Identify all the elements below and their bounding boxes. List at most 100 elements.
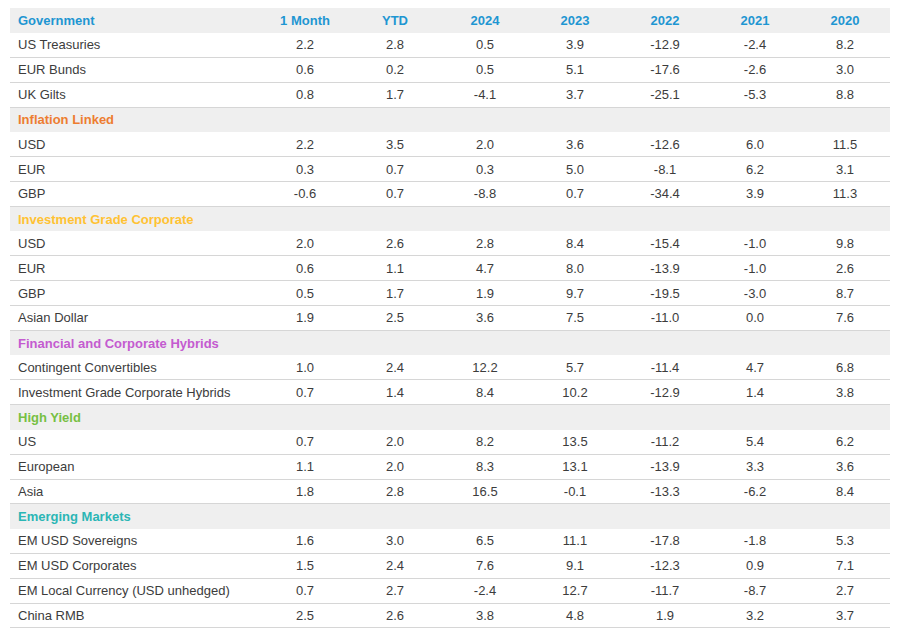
value-cell: -11.4 [620, 355, 710, 380]
section-band-row: Inflation Linked [10, 107, 890, 132]
value-cell: 3.1 [800, 157, 890, 182]
row-label: EUR Bunds [10, 58, 260, 83]
value-cell: 1.9 [260, 306, 350, 331]
value-cell: -13.9 [620, 454, 710, 479]
value-cell: 12.7 [530, 578, 620, 603]
column-header-2024: 2024 [440, 8, 530, 33]
row-label: European [10, 454, 260, 479]
value-cell: 4.7 [440, 256, 530, 281]
value-cell: 2.6 [350, 603, 440, 628]
value-cell: 3.0 [800, 58, 890, 83]
value-cell: 0.7 [530, 182, 620, 207]
row-label: EM USD Corporates [10, 554, 260, 579]
value-cell: 9.8 [800, 231, 890, 256]
value-cell: 1.7 [350, 281, 440, 306]
section-band-row: Financial and Corporate Hybrids [10, 330, 890, 355]
fixed-income-returns-table: Government 1 Month YTD 2024 2023 2022 20… [10, 8, 890, 628]
value-cell: -5.3 [710, 82, 800, 107]
value-cell: 8.8 [800, 82, 890, 107]
value-cell: 2.0 [350, 430, 440, 455]
value-cell: 1.8 [260, 479, 350, 504]
fixed-income-returns-report: Government 1 Month YTD 2024 2023 2022 20… [0, 0, 900, 628]
value-cell: 6.5 [440, 529, 530, 554]
value-cell: 3.7 [800, 603, 890, 628]
value-cell: -11.2 [620, 430, 710, 455]
table-row: EM USD Sovereigns1.63.06.511.1-17.8-1.85… [10, 529, 890, 554]
value-cell: 2.7 [800, 578, 890, 603]
value-cell: 3.8 [440, 603, 530, 628]
value-cell: -17.6 [620, 58, 710, 83]
table-row: US Treasuries2.22.80.53.9-12.9-2.48.2 [10, 33, 890, 58]
value-cell: 11.1 [530, 529, 620, 554]
value-cell: -8.7 [710, 578, 800, 603]
table-row: Contingent Convertibles1.02.412.25.7-11.… [10, 355, 890, 380]
row-label: USD [10, 132, 260, 157]
value-cell: 0.5 [260, 281, 350, 306]
value-cell: -19.5 [620, 281, 710, 306]
table-row: Asian Dollar1.92.53.67.5-11.00.07.6 [10, 306, 890, 331]
value-cell: -12.3 [620, 554, 710, 579]
row-label: Contingent Convertibles [10, 355, 260, 380]
table-row: EM Local Currency (USD unhedged)0.72.7-2… [10, 578, 890, 603]
value-cell: 0.8 [260, 82, 350, 107]
value-cell: 2.5 [260, 603, 350, 628]
value-cell: 3.7 [530, 82, 620, 107]
value-cell: 6.2 [800, 430, 890, 455]
value-cell: 7.6 [440, 554, 530, 579]
value-cell: 4.7 [710, 355, 800, 380]
value-cell: 16.5 [440, 479, 530, 504]
table-row: UK Gilts0.81.7-4.13.7-25.1-5.38.8 [10, 82, 890, 107]
value-cell: 2.4 [350, 355, 440, 380]
value-cell: 0.5 [440, 58, 530, 83]
row-label: UK Gilts [10, 82, 260, 107]
value-cell: 2.8 [440, 231, 530, 256]
value-cell: 8.4 [530, 231, 620, 256]
table-body: US Treasuries2.22.80.53.9-12.9-2.48.2EUR… [10, 33, 890, 628]
value-cell: -11.0 [620, 306, 710, 331]
value-cell: 1.7 [350, 82, 440, 107]
table-row: European1.12.08.313.1-13.93.33.6 [10, 454, 890, 479]
row-label: US [10, 430, 260, 455]
column-header-2022: 2022 [620, 8, 710, 33]
value-cell: 1.9 [440, 281, 530, 306]
value-cell: 5.0 [530, 157, 620, 182]
column-header-2020: 2020 [800, 8, 890, 33]
table-row: EUR0.30.70.35.0-8.16.23.1 [10, 157, 890, 182]
value-cell: 8.4 [800, 479, 890, 504]
column-header-2023: 2023 [530, 8, 620, 33]
value-cell: 2.0 [350, 454, 440, 479]
value-cell: 7.5 [530, 306, 620, 331]
value-cell: 10.2 [530, 380, 620, 405]
value-cell: 7.1 [800, 554, 890, 579]
value-cell: 2.0 [260, 231, 350, 256]
table-row: Asia1.82.816.5-0.1-13.3-6.28.4 [10, 479, 890, 504]
value-cell: 6.8 [800, 355, 890, 380]
value-cell: 5.3 [800, 529, 890, 554]
row-label: China RMB [10, 603, 260, 628]
column-header-1-month: 1 Month [260, 8, 350, 33]
value-cell: -11.7 [620, 578, 710, 603]
section-band-row: High Yield [10, 405, 890, 430]
table-row: USD2.02.62.88.4-15.4-1.09.8 [10, 231, 890, 256]
value-cell: 2.2 [260, 132, 350, 157]
value-cell: 2.2 [260, 33, 350, 58]
value-cell: 11.5 [800, 132, 890, 157]
value-cell: -2.6 [710, 58, 800, 83]
value-cell: -25.1 [620, 82, 710, 107]
value-cell: 11.3 [800, 182, 890, 207]
value-cell: 8.2 [440, 430, 530, 455]
value-cell: 5.7 [530, 355, 620, 380]
value-cell: 0.6 [260, 256, 350, 281]
value-cell: -2.4 [710, 33, 800, 58]
value-cell: 8.7 [800, 281, 890, 306]
row-label: USD [10, 231, 260, 256]
value-cell: 3.9 [530, 33, 620, 58]
value-cell: 2.8 [350, 33, 440, 58]
value-cell: 9.1 [530, 554, 620, 579]
section-title: Inflation Linked [10, 107, 890, 132]
row-label: EM Local Currency (USD unhedged) [10, 578, 260, 603]
value-cell: 6.0 [710, 132, 800, 157]
value-cell: 0.6 [260, 58, 350, 83]
value-cell: -34.4 [620, 182, 710, 207]
table-row: EUR Bunds0.60.20.55.1-17.6-2.63.0 [10, 58, 890, 83]
